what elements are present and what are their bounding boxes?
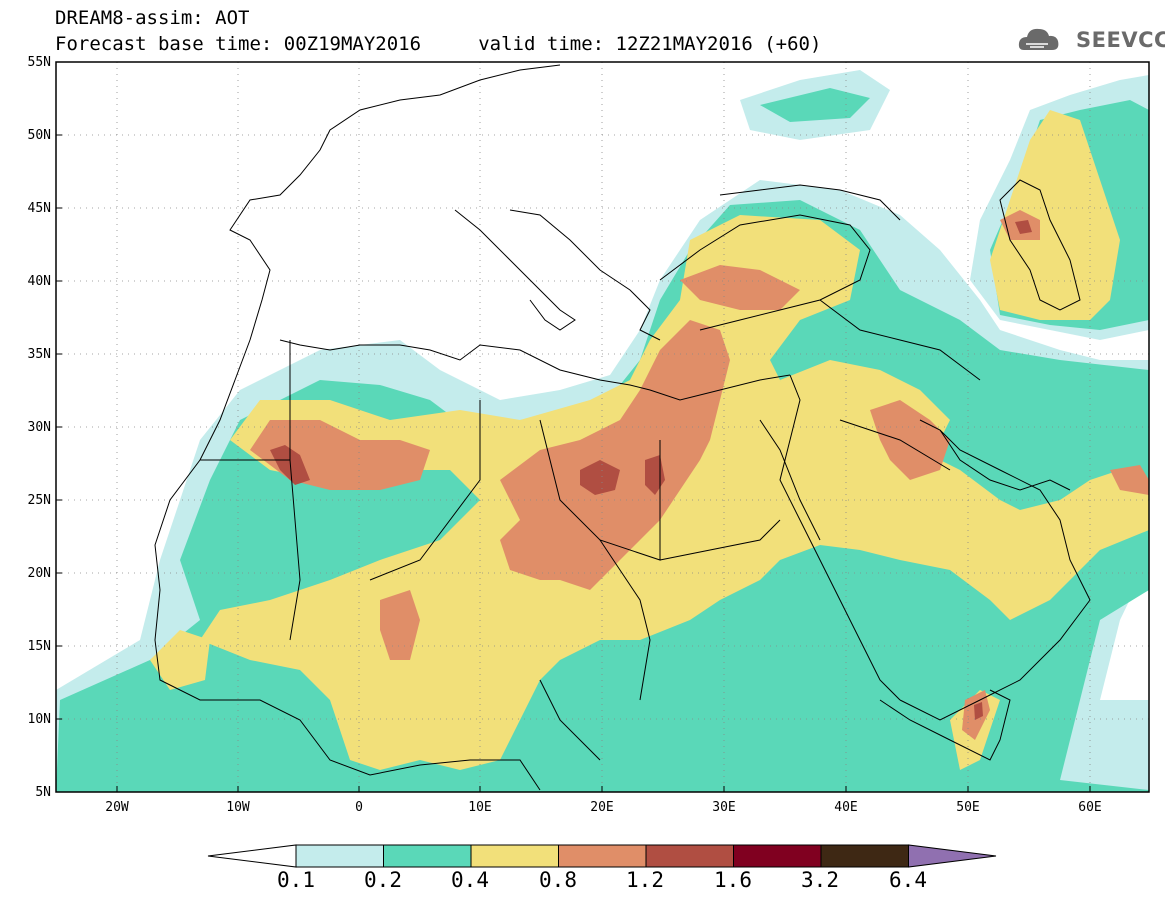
colorbar-label: 0.4 — [451, 868, 489, 892]
colorbar-swatch — [295, 844, 384, 868]
colorbar-swatch — [383, 844, 472, 868]
colorbar-swatch — [470, 844, 559, 868]
lat-label: 40N — [27, 274, 51, 289]
colorbar-label: 0.2 — [364, 868, 402, 892]
lon-label: 30E — [712, 800, 736, 815]
colorbar-swatch — [820, 844, 909, 868]
lon-label: 20W — [105, 800, 129, 815]
colorbar-label: 3.2 — [801, 868, 839, 892]
lon-label: 40E — [834, 800, 858, 815]
lon-label: 0 — [355, 800, 363, 815]
lon-label: 10W — [226, 800, 250, 815]
colorbar-label: 1.2 — [626, 868, 664, 892]
lat-label: 25N — [27, 493, 51, 508]
gridlines — [56, 62, 1149, 792]
lon-label: 20E — [590, 800, 614, 815]
colorbar-label: 0.8 — [539, 868, 577, 892]
colorbar-max-arrow — [908, 844, 997, 868]
cloud-icon — [1018, 28, 1059, 50]
colorbar-swatch — [645, 844, 734, 868]
colorbar-label: 0.1 — [277, 868, 315, 892]
colorbar-min-arrow — [207, 844, 297, 868]
colorbar — [207, 844, 997, 868]
lat-label: 55N — [27, 55, 51, 70]
forecast-time-info: Forecast base time: 00Z19MAY2016 valid t… — [55, 33, 822, 55]
lon-label: 50E — [956, 800, 980, 815]
coastlines — [154, 64, 1091, 791]
colorbar-label: 1.6 — [714, 868, 752, 892]
lat-label: 20N — [27, 566, 51, 581]
lon-label: 10E — [468, 800, 492, 815]
lon-label: 60E — [1078, 800, 1102, 815]
lat-label: 15N — [27, 639, 51, 654]
aot-field — [56, 62, 1149, 792]
lat-label: 10N — [27, 712, 51, 727]
colorbar-swatch — [558, 844, 647, 868]
lat-label: 5N — [35, 785, 51, 800]
lat-label: 30N — [27, 420, 51, 435]
lat-label: 45N — [27, 201, 51, 216]
tick-marks — [56, 61, 1091, 793]
colorbar-swatch — [733, 844, 822, 868]
colorbar-label: 6.4 — [889, 868, 927, 892]
lat-label: 35N — [27, 347, 51, 362]
seevccc-logo: SEEVCCC — [1076, 28, 1165, 52]
lat-label: 50N — [27, 128, 51, 143]
map-title: DREAM8-assim: AOT — [55, 7, 250, 29]
